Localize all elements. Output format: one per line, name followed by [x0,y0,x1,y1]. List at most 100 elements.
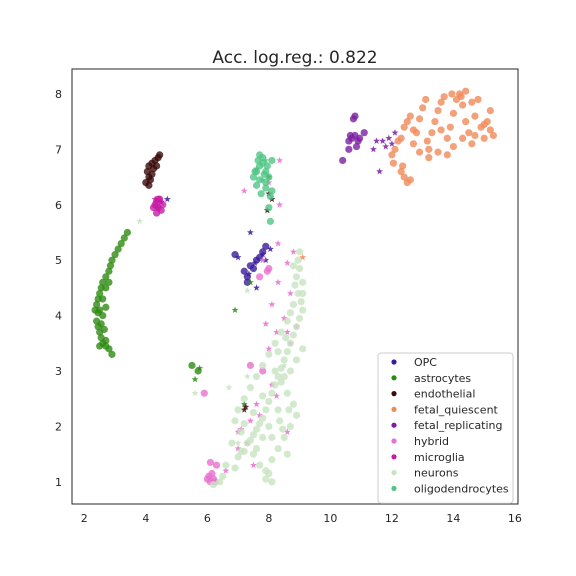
neurons-point [283,317,291,325]
hybrid-star-point [274,278,282,286]
fetal_quiescent-point [406,176,414,184]
neurons-point [262,475,270,483]
fetal_replicating-star-point [391,129,399,136]
astrocytes-point [106,262,115,270]
hybrid-point [246,361,254,370]
astrocytes-point [102,284,110,292]
legend-box [377,352,514,504]
x-tick-label: 4 [142,512,149,525]
neurons-point [286,309,294,317]
fetal_replicating-point [345,137,353,145]
neurons-point [294,256,302,264]
neurons-point [299,278,307,286]
fetal_replicating-point [355,134,364,142]
neurons-point [246,384,254,392]
hybrid-point [208,469,216,478]
oligodendrocytes-star-point [259,176,267,183]
hybrid-point [206,458,215,467]
oligodendrocytes-point [266,217,274,225]
fetal_replicating-point [345,145,353,153]
fetal_quiescent-point [486,126,494,134]
fetal_quiescent-point [468,140,476,148]
hybrid-star-point [246,417,254,424]
neurons-point [274,372,282,381]
fetal_quiescent-point [486,106,494,115]
neurons-point [283,389,291,397]
neurons-point [259,433,267,442]
OPC-star-point [259,251,267,258]
oligodendrocytes-point [252,181,261,189]
hybrid-star-point [253,400,260,408]
fetal_quiescent-point [480,134,488,142]
neurons-point [268,433,276,442]
oligodendrocytes-point [268,187,276,195]
neurons-point [291,281,299,289]
neurons-point [252,425,261,433]
neurons-star-point [234,439,242,446]
OPC-star-point [245,270,253,277]
hybrid-star-point [250,461,257,469]
hybrid-star-point [262,320,270,327]
hybrid-star-point [259,256,267,264]
OPC-star-point [163,195,171,203]
legend-marker [391,359,397,365]
hybrid-point [200,389,208,397]
neurons-point [234,453,242,461]
fetal_quiescent-point [434,106,442,115]
neurons-point [292,356,301,364]
neurons-point [265,422,273,431]
neurons-point [271,381,279,389]
neurons-point [219,472,227,480]
fetal_quiescent-point [391,145,399,153]
neurons-point [234,406,242,414]
neurons-point [237,428,245,436]
series-fetal_quiescent [299,87,497,261]
neurons-point [259,414,267,422]
fetal_quiescent-point [465,129,473,137]
neurons-star-point [191,389,199,397]
astrocytes-point [97,320,105,328]
hybrid-star-point [268,300,276,308]
fetal_quiescent-point [443,151,451,159]
neurons-point [249,450,258,458]
hybrid-star-point [256,411,264,419]
endothelial-point [148,170,156,178]
astrocytes-point [117,239,125,248]
neurons-point [256,420,264,428]
neurons-point [209,481,218,489]
legend-label: endothelial [414,388,475,401]
neurons-point [285,406,293,414]
hybrid-star-point [265,345,273,352]
fetal_quiescent-point [462,87,470,95]
fetal_quiescent-point [459,134,467,142]
fetal_quiescent-point [459,101,467,109]
neurons-point [249,408,258,417]
y-tick-label: 3 [55,365,62,378]
legend-marker [391,391,397,397]
astrocytes-point [93,300,101,309]
astrocytes-point [91,306,99,314]
fetal_quiescent-point [462,118,470,126]
neurons-point [268,389,276,397]
y-axis-ticks: 1 2 3 4 5 6 7 8 [55,88,62,489]
neurons-point [292,273,301,281]
OPC-star-point [246,228,254,236]
neurons-point [286,422,294,431]
neurons-point [296,248,304,256]
fetal_quiescent-point [434,148,442,156]
hybrid-star-point [274,239,282,247]
astrocytes-point [96,289,104,298]
hybrid-star-point [234,444,242,452]
neurons-point [259,392,267,400]
oligodendrocytes-point [266,192,274,201]
fetal_quiescent-point [409,140,418,148]
oligodendrocytes-point [254,156,262,165]
neurons-point [299,345,307,353]
microglia-point [152,209,161,217]
neurons-point [252,372,261,381]
fetal_quiescent-point [468,98,476,106]
hybrid-point [263,267,271,275]
hybrid-star-point [283,328,291,336]
fetal_quiescent-point [419,104,427,112]
neurons-point [286,367,294,375]
